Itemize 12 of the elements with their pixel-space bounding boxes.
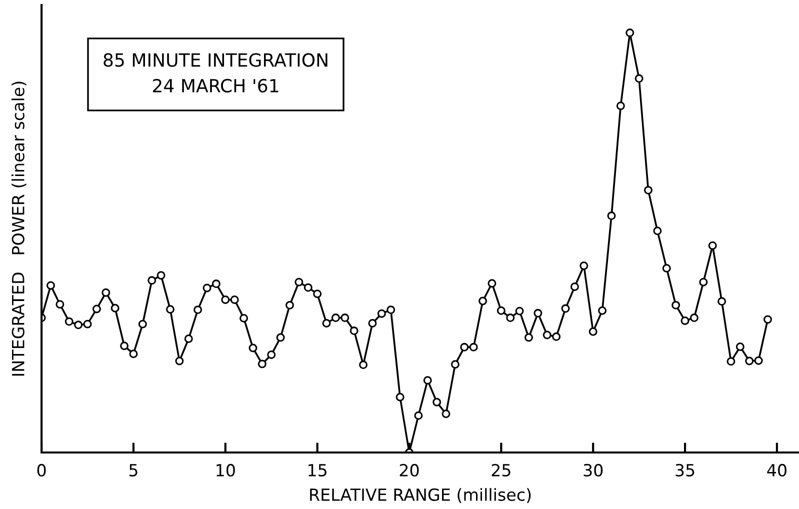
- x-tick-label: 35: [676, 464, 694, 477]
- annotation: 85 MINUTE INTEGRATION 24 MARCH '61: [104, 53, 328, 93]
- x-tick-label: 30: [584, 464, 603, 477]
- x-tick-label: 0: [37, 464, 46, 477]
- x-tick-label: 25: [492, 464, 510, 477]
- x-axis-title: RELATIVE RANGE (millisec): [310, 488, 531, 503]
- x-tick-label: 5: [129, 464, 138, 477]
- x-tick-label: 40: [767, 464, 786, 477]
- x-tick-label: 10: [216, 464, 235, 477]
- x-tick-label: 15: [308, 464, 326, 477]
- x-tick-label: 20: [400, 464, 419, 477]
- y-axis-title: INTEGRATED POWER (linear scale): [12, 82, 26, 376]
